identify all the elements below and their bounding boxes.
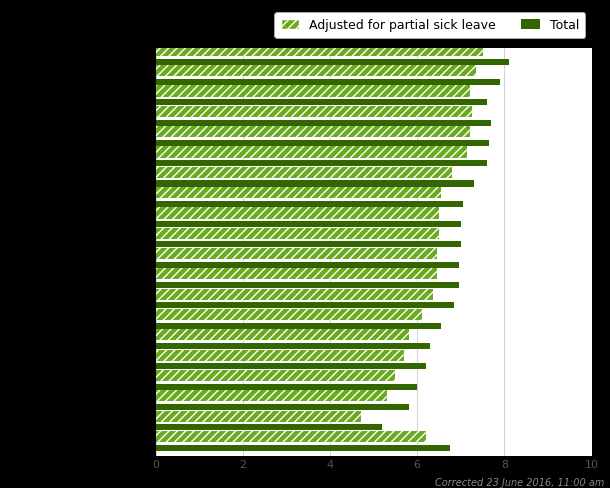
Bar (156, 425, 382, 430)
Bar (156, 242, 461, 248)
Bar (156, 343, 430, 349)
Bar (156, 147, 467, 158)
Bar (156, 181, 474, 187)
Bar (156, 350, 404, 361)
Bar (156, 60, 509, 65)
Bar (156, 188, 441, 199)
Bar (156, 404, 409, 410)
Bar (156, 161, 487, 167)
Bar (156, 100, 487, 106)
Bar (156, 323, 441, 329)
Legend: Adjusted for partial sick leave, Total: Adjusted for partial sick leave, Total (274, 13, 586, 39)
Bar (156, 66, 476, 77)
Bar (156, 364, 426, 369)
Bar (156, 445, 450, 451)
Bar (156, 86, 470, 98)
Bar (156, 222, 461, 228)
Text: Corrected 23 June 2016, 11:00 am: Corrected 23 June 2016, 11:00 am (434, 477, 604, 487)
Bar (156, 269, 437, 280)
Bar (156, 289, 432, 300)
Bar (156, 80, 500, 86)
Bar (156, 202, 463, 207)
Bar (156, 127, 470, 138)
Bar (156, 120, 492, 126)
Bar (156, 46, 483, 57)
Bar (156, 262, 459, 268)
Bar (156, 208, 439, 219)
Bar (156, 248, 437, 260)
Bar (156, 141, 489, 146)
Bar (156, 106, 472, 118)
Bar (156, 390, 387, 402)
Bar (156, 411, 361, 422)
Bar (156, 303, 454, 309)
Bar (156, 309, 422, 321)
Bar (156, 329, 409, 341)
Bar (156, 384, 417, 390)
Bar (156, 283, 459, 288)
Bar (156, 228, 439, 239)
Bar (156, 167, 452, 179)
Bar (156, 431, 426, 442)
Bar (156, 370, 395, 381)
